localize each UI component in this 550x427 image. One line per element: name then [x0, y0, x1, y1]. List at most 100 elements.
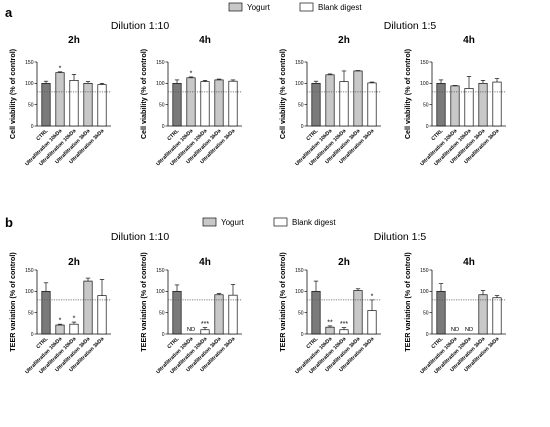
dilution-right-label: Dilution 1:5	[384, 20, 437, 32]
bar	[436, 82, 446, 127]
significance-marker: ***	[201, 321, 209, 328]
bar	[214, 294, 224, 335]
legend-label-blank: Blank digest	[318, 3, 362, 12]
y-tick-label: 100	[156, 289, 165, 295]
bar	[69, 323, 79, 335]
bar	[97, 295, 107, 335]
bar	[353, 70, 363, 127]
panel-label-a: a	[5, 5, 13, 20]
panel-title: 4h	[463, 257, 475, 268]
legend-label-yogurt: Yogurt	[221, 218, 245, 227]
chart-panel: 2h Cell viability (% of control) 0 50 100 150…	[278, 35, 381, 167]
bar	[325, 326, 335, 335]
bar	[228, 294, 238, 335]
y-tick-label: 150	[156, 268, 165, 274]
legend-label-blank: Blank digest	[292, 218, 336, 227]
panel-title: 4h	[463, 35, 475, 46]
dilution-right-label: Dilution 1:5	[374, 231, 427, 243]
bar	[200, 81, 210, 127]
y-tick-label: 100	[25, 289, 34, 295]
y-axis-label: Cell viability (% of control)	[403, 48, 412, 139]
chart-panel: 4h TEER variation (% of control) 0 50 100 150…	[403, 252, 506, 375]
y-tick-label: 0	[301, 124, 304, 130]
bar	[325, 74, 335, 127]
y-tick-label: 0	[426, 124, 429, 130]
legend-swatch-blank	[299, 2, 314, 12]
row-a-header: a Yogurt Blank digest Dilution 1:10 Dilu…	[5, 2, 437, 32]
bar	[311, 290, 321, 335]
y-tick-label: 100	[25, 81, 34, 87]
panel-title: 2h	[68, 35, 80, 46]
y-tick-label: 0	[31, 124, 34, 130]
y-tick-label: 150	[420, 268, 429, 274]
significance-marker: ***	[340, 321, 348, 328]
significance-marker: *	[73, 316, 76, 323]
y-tick-label: 0	[162, 332, 165, 338]
y-tick-label: 50	[423, 310, 429, 316]
significance-marker: *	[371, 293, 374, 300]
chart-panel: 2h TEER variation (% of control) 0 50 100 150…	[278, 252, 381, 375]
bar	[339, 329, 349, 335]
y-tick-label: 50	[28, 310, 34, 316]
panel-title: 2h	[338, 257, 350, 268]
bar	[492, 81, 502, 127]
y-tick-label: 50	[298, 102, 304, 108]
y-tick-label: 0	[162, 124, 165, 130]
chart-panel: 4h Cell viability (% of control) 0 50 100 150…	[403, 35, 506, 167]
y-axis-label: TEER variation (% of control)	[139, 252, 148, 352]
bar	[55, 72, 65, 127]
bar	[97, 84, 107, 127]
y-tick-label: 150	[156, 60, 165, 66]
bar	[464, 88, 474, 127]
y-tick-label: 0	[31, 332, 34, 338]
significance-marker: **	[327, 319, 333, 326]
y-tick-label: 0	[301, 332, 304, 338]
bar	[339, 81, 349, 127]
not-detected-label: ND	[187, 327, 195, 333]
y-tick-label: 100	[295, 81, 304, 87]
y-tick-label: 50	[159, 102, 165, 108]
dilution-left-label: Dilution 1:10	[111, 231, 170, 243]
y-tick-label: 150	[295, 268, 304, 274]
bar	[367, 310, 377, 335]
bar	[186, 77, 196, 127]
bar	[311, 82, 321, 127]
y-tick-label: 50	[28, 102, 34, 108]
y-axis-label: Cell viability (% of control)	[8, 48, 17, 139]
y-axis-label: TEER variation (% of control)	[403, 252, 412, 352]
panel-label-b: b	[5, 215, 13, 230]
y-tick-label: 0	[426, 332, 429, 338]
panel-title: 2h	[338, 35, 350, 46]
not-detected-label: ND	[465, 327, 473, 333]
y-tick-label: 100	[420, 81, 429, 87]
bar	[353, 290, 363, 335]
y-tick-label: 100	[420, 289, 429, 295]
legend-swatch-yogurt	[202, 217, 217, 227]
bar	[55, 324, 65, 335]
y-tick-label: 150	[25, 268, 34, 274]
bar	[172, 82, 182, 127]
chart-panel: 2h Cell viability (% of control) 0 50 100 150…	[8, 35, 111, 167]
chart-panels: 2h Cell viability (% of control) 0 50 100 150…	[8, 35, 506, 375]
bar	[228, 80, 238, 127]
bar	[41, 290, 51, 335]
bar	[83, 82, 93, 127]
y-tick-label: 150	[25, 60, 34, 66]
y-tick-label: 150	[420, 60, 429, 66]
y-axis-label: TEER variation (% of control)	[278, 252, 287, 352]
legend-label-yogurt: Yogurt	[247, 3, 271, 12]
not-detected-label: ND	[451, 327, 459, 333]
significance-marker: *	[190, 70, 193, 77]
y-tick-label: 150	[295, 60, 304, 66]
bar	[478, 294, 488, 335]
y-tick-label: 100	[156, 81, 165, 87]
chart-panel: 4h TEER variation (% of control) 0 50 100 150…	[139, 252, 242, 375]
bar	[214, 79, 224, 127]
y-tick-label: 50	[423, 102, 429, 108]
bar	[83, 280, 93, 335]
bar	[436, 290, 446, 335]
bar	[367, 82, 377, 127]
dilution-left-label: Dilution 1:10	[111, 20, 170, 32]
y-tick-label: 50	[298, 310, 304, 316]
